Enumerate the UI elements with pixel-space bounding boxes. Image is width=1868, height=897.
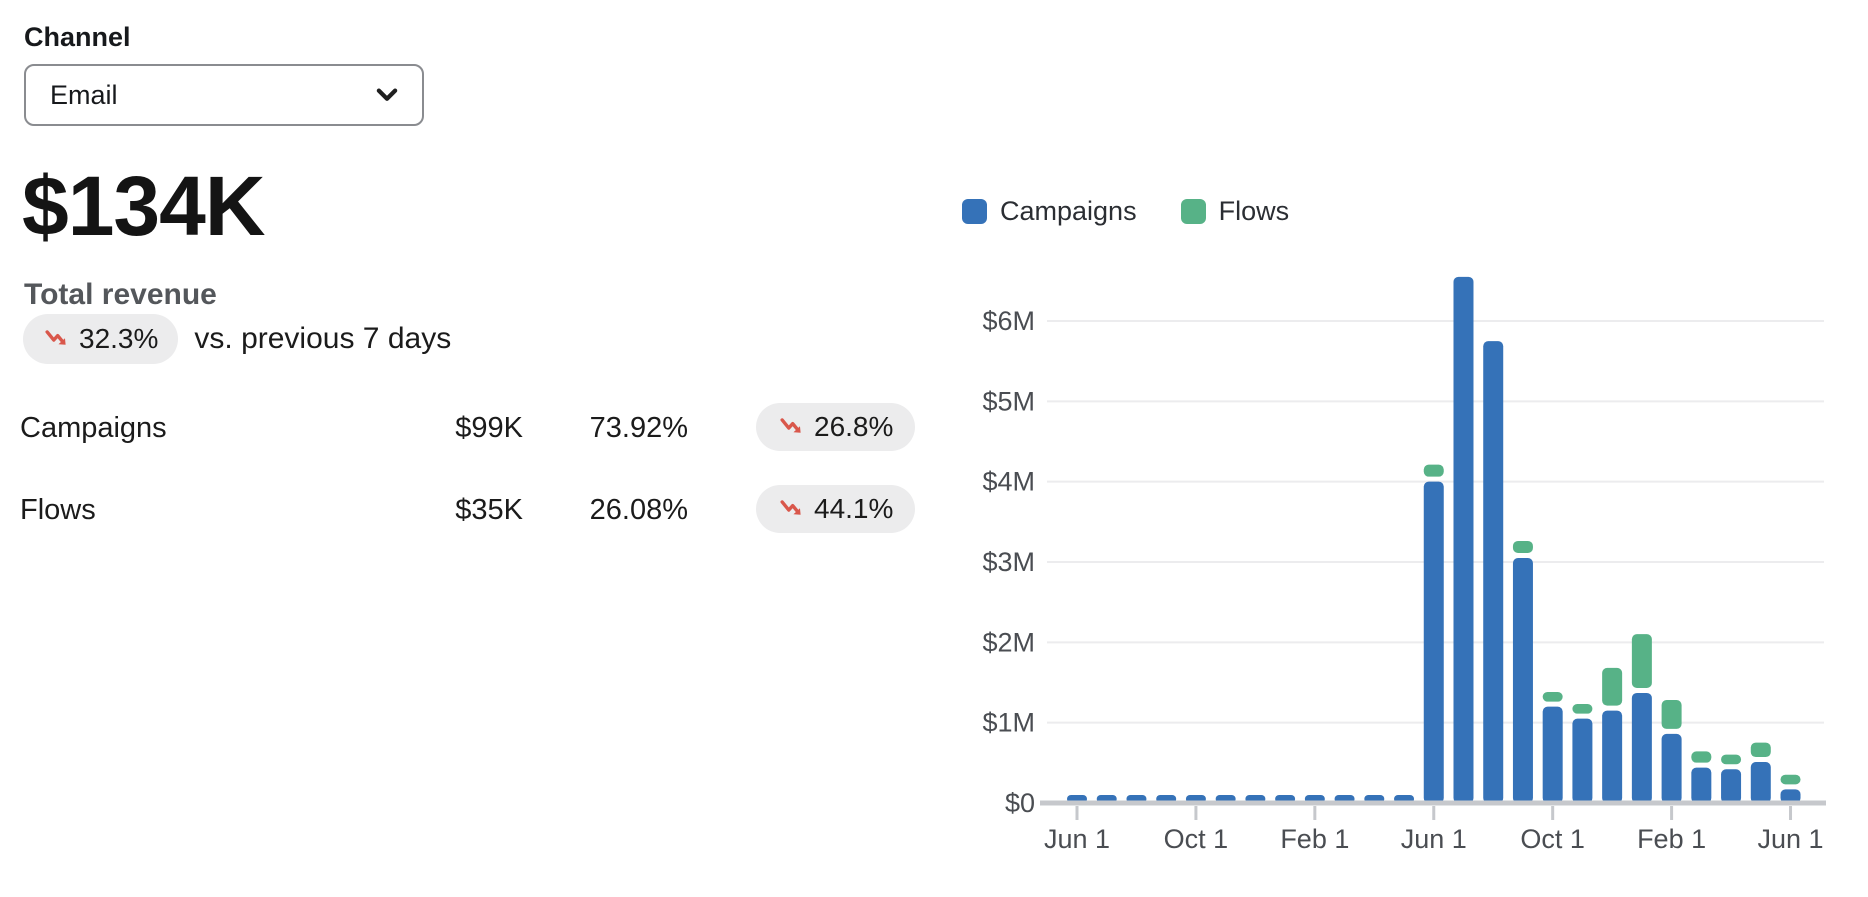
y-axis-label: $2M: [982, 627, 1035, 657]
x-axis-label: Oct 1: [1520, 824, 1585, 854]
legend-label: Flows: [1218, 196, 1290, 226]
bar-campaigns[interactable]: [1721, 769, 1742, 803]
chevron-down-icon: [376, 88, 398, 101]
x-axis-label: Feb 1: [1280, 824, 1349, 854]
bar-flows[interactable]: [1542, 691, 1563, 702]
bar-campaigns[interactable]: [1631, 692, 1652, 803]
row-name: Flows: [20, 494, 96, 526]
x-axis-label: Jun 1: [1757, 824, 1823, 854]
row-change-badge: 26.8%: [756, 403, 916, 451]
bar-campaigns[interactable]: [1691, 767, 1712, 803]
row-change-pct: 26.8%: [814, 411, 894, 442]
bar-flows[interactable]: [1572, 704, 1593, 714]
comparison-period-text: vs. previous 7 days: [194, 322, 452, 355]
trend-down-icon: [45, 330, 66, 345]
revenue-chart-svg: $0 $1M $2M $3M $4M $5M $6M Jun 1 Oct 1 Feb 1 Jun 1…: [982, 276, 1826, 854]
total-change-row: 32.3% vs. previous 7 days: [23, 314, 451, 364]
bar-flows[interactable]: [1780, 774, 1801, 785]
bar-campaigns[interactable]: [1750, 762, 1771, 803]
x-axis-label: Oct 1: [1164, 824, 1229, 854]
bar-flows[interactable]: [1423, 464, 1444, 477]
bar-flows[interactable]: [1602, 667, 1623, 706]
row-value: $99K: [455, 412, 523, 444]
total-revenue-label: Total revenue: [24, 278, 217, 311]
y-axis-label: $4M: [982, 467, 1035, 497]
legend-item-campaigns[interactable]: Campaigns: [962, 196, 1137, 227]
bar-campaigns[interactable]: [1602, 710, 1623, 803]
bar-flows[interactable]: [1721, 754, 1742, 765]
y-axis-label: $6M: [982, 306, 1035, 336]
x-axis-label: Jun 1: [1401, 824, 1467, 854]
revenue-chart: $0 $1M $2M $3M $4M $5M $6M Jun 1 Oct 1 Feb 1 Jun 1…: [980, 250, 1868, 892]
total-change-pct: 32.3%: [79, 323, 159, 354]
bar-flows[interactable]: [1750, 742, 1771, 758]
x-axis-label: Jun 1: [1044, 824, 1110, 854]
bar-flows[interactable]: [1661, 699, 1682, 729]
legend-item-flows[interactable]: Flows: [1180, 196, 1290, 227]
channel-select-value: Email: [50, 79, 118, 110]
y-axis-label: $3M: [982, 547, 1035, 577]
y-axis-label: $1M: [982, 708, 1035, 738]
row-share: 73.92%: [589, 412, 688, 444]
y-axis-label: $0: [1005, 788, 1035, 818]
bar-campaigns[interactable]: [1661, 733, 1682, 803]
bar-campaigns[interactable]: [1512, 557, 1533, 803]
bar-flows[interactable]: [1512, 540, 1533, 553]
bar-campaigns[interactable]: [1453, 276, 1474, 803]
row-share: 26.08%: [589, 494, 688, 526]
row-value: $35K: [455, 494, 523, 526]
flows-swatch: [1180, 199, 1206, 224]
chart-legend: Campaigns Flows: [962, 196, 1289, 227]
bar-campaigns[interactable]: [1483, 341, 1504, 803]
x-axis-label: Feb 1: [1637, 824, 1706, 854]
channel-filter-label: Channel: [24, 22, 131, 52]
row-change-badge: 44.1%: [756, 485, 916, 533]
bar-campaigns[interactable]: [1423, 481, 1444, 803]
row-change-pct: 44.1%: [814, 493, 894, 524]
trend-down-icon: [780, 418, 801, 433]
trend-down-icon: [780, 500, 801, 515]
bar-campaigns[interactable]: [1572, 718, 1593, 803]
campaigns-swatch: [962, 199, 987, 224]
bar-flows[interactable]: [1691, 751, 1712, 763]
y-axis-label: $5M: [982, 386, 1035, 416]
total-revenue-value: $134K: [22, 159, 266, 253]
row-name: Campaigns: [20, 412, 167, 444]
breakdown-row-flows: Flows $35K 26.08% 44.1%: [0, 484, 940, 536]
bar-flows[interactable]: [1631, 634, 1652, 688]
bar-campaigns[interactable]: [1542, 706, 1563, 803]
legend-label: Campaigns: [1000, 196, 1137, 226]
bar-campaigns[interactable]: [1780, 789, 1801, 803]
total-change-badge: 32.3%: [23, 314, 179, 364]
breakdown-row-campaigns: Campaigns $99K 73.92% 26.8%: [0, 402, 940, 454]
channel-select[interactable]: Email: [24, 64, 424, 126]
